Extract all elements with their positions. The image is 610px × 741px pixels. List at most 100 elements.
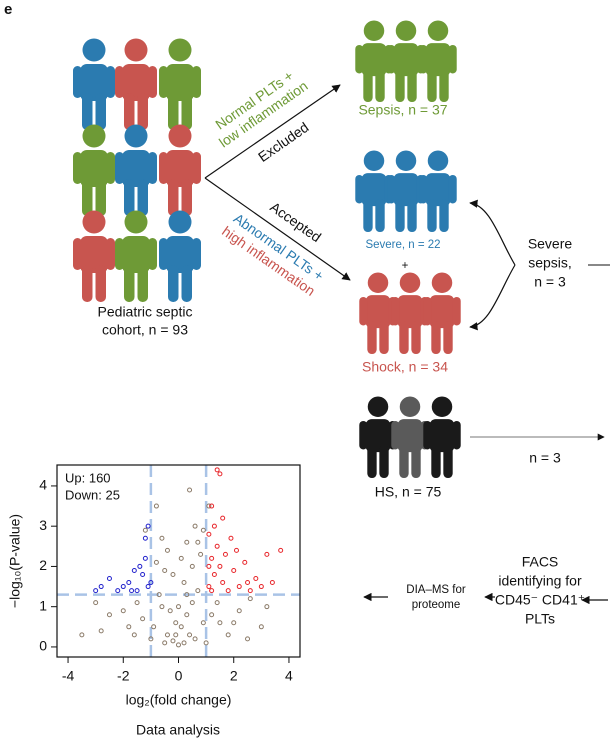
data-point [80,633,84,637]
annotation: Up: 160 [65,470,111,485]
data-point [212,572,216,576]
data-point [193,637,197,641]
severe-sepsis-label: n = 3 [534,274,566,290]
data-point [232,621,236,625]
data-point [163,641,167,645]
data-point [196,540,200,544]
data-point [160,536,164,540]
data-point [94,589,98,593]
bracket-arrow [470,265,515,327]
data-point [218,621,222,625]
data-point [132,633,136,637]
data-point [179,556,183,560]
data-point [177,605,181,609]
data-point [165,548,169,552]
severe-sepsis-label: sepsis, [528,255,572,271]
data-point [154,504,158,508]
data-point [99,585,103,589]
data-point [121,609,125,613]
data-point [143,556,147,560]
data-point [237,609,241,613]
data-point [143,536,147,540]
data-point [265,552,269,556]
facs-label: identifying for [498,573,582,589]
data-point [165,633,169,637]
data-point [163,568,167,572]
data-point [177,643,181,647]
data-point [132,568,136,572]
data-point [94,601,98,605]
data-point [207,532,211,536]
data-point [199,552,203,556]
cohort-icons [73,39,201,303]
data-point [254,577,258,581]
dia-ms-label: DIA–MS for [406,584,466,596]
data-point [210,556,214,560]
data-point [130,589,134,593]
data-point [248,597,252,601]
data-point [154,560,158,564]
data-point [179,625,183,629]
data-point [279,548,283,552]
data-point [152,625,156,629]
data-point [232,568,236,572]
panel-label: e [4,1,12,18]
data-point [188,633,192,637]
data-point [204,641,208,645]
data-point [188,488,192,492]
data-point [160,605,164,609]
data-point [171,639,175,643]
data-point [196,589,200,593]
data-point [193,524,197,528]
data-point [146,524,150,528]
plus-sign: + [402,260,409,272]
data-point [210,589,214,593]
annotation: Down: 25 [65,487,120,502]
branch-label: Excluded [255,119,311,165]
x-tick-label: -4 [62,668,75,684]
data-point [212,524,216,528]
facs-label: CD45⁻ CD41⁺ [495,592,585,608]
data-point [226,589,230,593]
data-point [237,585,241,589]
data-point [171,572,175,576]
data-point [182,581,186,585]
data-point [127,625,131,629]
bracket-arrow [470,203,515,265]
volcano-plot: -4-202401234log₂(fold change)−log₁₀(P-va… [7,465,300,708]
data-point [127,581,131,585]
group-label: Shock, n = 34 [362,359,448,375]
data-point [218,564,222,568]
data-point [201,528,205,532]
data-point [168,609,172,613]
y-axis-label: −log₁₀(P-value) [7,514,23,608]
data-point [121,585,125,589]
x-tick-label: 2 [230,668,238,684]
x-tick-label: 4 [285,668,293,684]
x-tick-label: 0 [175,668,183,684]
data-point [210,613,214,617]
data-point [259,625,263,629]
data-point [190,564,194,568]
severe-sepsis-label: Severe [528,236,573,252]
x-axis-label: log₂(fold change) [126,692,232,708]
y-tick-label: 2 [39,557,47,573]
data-point [185,613,189,617]
data-point [207,564,211,568]
data-point [143,528,147,532]
data-point [135,601,139,605]
data-point [215,544,219,548]
data-point [248,589,252,593]
data-point [229,536,233,540]
data-point [190,601,194,605]
data-point [218,472,222,476]
data-point [259,585,263,589]
group-label: Sepsis, n = 37 [358,102,447,118]
data-point [107,613,111,617]
y-tick-label: 0 [39,638,47,654]
facs-label: PLTs [525,611,555,627]
data-point [201,621,205,625]
data-point [146,585,150,589]
data-point [182,641,186,645]
data-point [215,601,219,605]
